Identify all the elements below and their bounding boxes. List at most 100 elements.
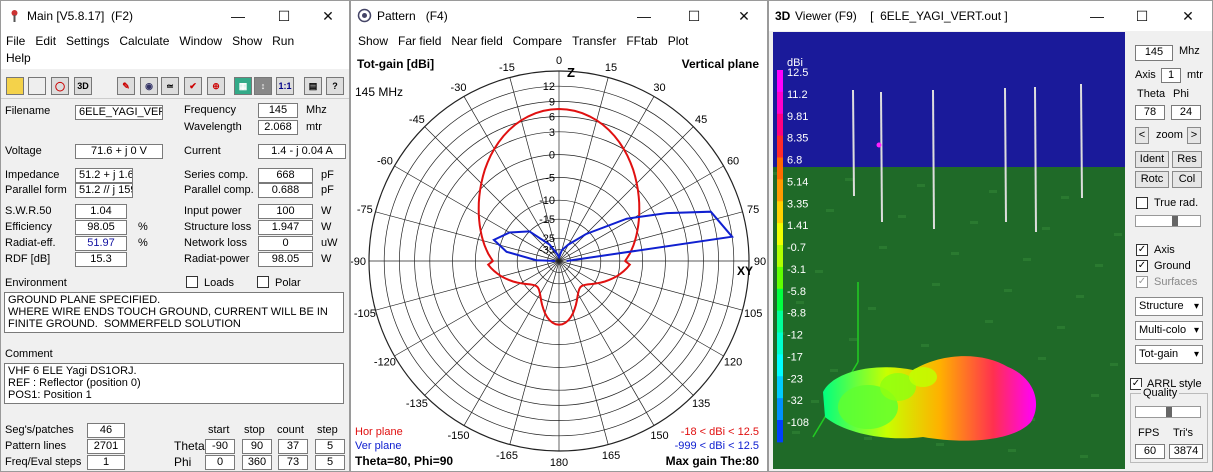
geometry-icon[interactable]: ✔ — [184, 77, 202, 95]
environment-memo[interactable]: GROUND PLANE SPECIFIED. WHERE WIRE ENDS … — [4, 292, 344, 333]
book-icon[interactable]: ▤ — [304, 77, 322, 95]
quality-slider[interactable] — [1135, 406, 1201, 418]
comment-memo[interactable]: VHF 6 ELE Yagi DS1ORJ. REF : Reflector (… — [4, 363, 344, 404]
smith-icon[interactable]: ⊕ — [207, 77, 225, 95]
pmenu-near-field[interactable]: Near field — [451, 34, 503, 48]
pattern-maximize-button[interactable]: ☐ — [687, 8, 701, 24]
radiat-eff-field: 51.97 — [75, 236, 127, 251]
ground-texture — [917, 184, 925, 187]
menu-calculate[interactable]: Calculate — [119, 34, 170, 48]
pattern-title-bar[interactable]: Pattern (F4) — ☐ ✕ — [351, 1, 767, 31]
ground-texture — [1061, 196, 1069, 199]
ground-texture — [796, 301, 804, 304]
edit-icon[interactable]: ✎ — [117, 77, 135, 95]
ground-texture — [951, 252, 959, 255]
antenna-element — [932, 89, 935, 230]
angle-label: -120 — [374, 357, 396, 369]
3d-icon[interactable]: 3D — [74, 77, 92, 95]
zoom-out-button[interactable]: < — [1135, 127, 1149, 144]
res-button[interactable]: Res — [1172, 151, 1202, 168]
radial-label: 12 — [543, 81, 555, 93]
pmenu-compare[interactable]: Compare — [512, 34, 563, 48]
quality-slider-thumb[interactable] — [1166, 407, 1172, 417]
totgain-select[interactable]: Tot-gain — [1135, 345, 1203, 364]
calc-icon[interactable]: ▦ — [234, 77, 252, 95]
pattern-window: Pattern (F4) — ☐ ✕ Show Far field Near fie… — [350, 0, 768, 472]
menu-run[interactable]: Run — [272, 34, 295, 48]
axis-checkbox[interactable]: ✓ — [1136, 244, 1148, 256]
parallel-comp-label: Parallel comp. — [184, 184, 254, 196]
viewer-minimize-button[interactable]: — — [1090, 8, 1104, 24]
loads-checkbox[interactable] — [186, 276, 198, 288]
phi-start-field[interactable]: 0 — [205, 455, 235, 470]
viewer-slider-thumb[interactable] — [1172, 216, 1178, 226]
pmenu-transfer[interactable]: Transfer — [572, 34, 617, 48]
menu-edit[interactable]: Edit — [35, 34, 57, 48]
angle-label: -150 — [447, 430, 469, 442]
ground-checkbox[interactable]: ✓ — [1136, 260, 1148, 272]
pattern-minimize-button[interactable]: — — [637, 8, 651, 24]
polar-checkbox[interactable] — [257, 276, 269, 288]
help-icon[interactable]: ? — [326, 77, 344, 95]
viewer-freq-field[interactable]: 145 — [1135, 45, 1173, 61]
maximize-button[interactable]: ☐ — [277, 8, 291, 24]
ground-texture — [879, 246, 887, 249]
radial-label: -35 — [539, 245, 555, 257]
ground-texture — [1080, 455, 1088, 458]
wire-icon[interactable]: ≃ — [161, 77, 179, 95]
angle-label: 60 — [727, 156, 739, 168]
col-button[interactable]: Col — [1172, 171, 1202, 188]
dimension-icon[interactable]: ↕ — [254, 77, 272, 95]
polar-plot[interactable]: 0153045607590105120135150165180-165-150-… — [351, 53, 768, 469]
theta-start-field[interactable]: -90 — [205, 439, 235, 454]
viewer-axis-field[interactable]: 1 — [1161, 68, 1181, 83]
arrl-checkbox[interactable]: ✓ — [1130, 378, 1142, 390]
menu-window[interactable]: Window — [179, 34, 223, 48]
phi-stop-field[interactable]: 360 — [242, 455, 272, 470]
impedance-label: Impedance — [5, 169, 60, 181]
frequency-field[interactable]: 145 — [258, 103, 298, 118]
viewer-title-bar[interactable]: 3D Viewer (F9) [ 6ELE_YAGI_VERT.out ] — … — [769, 1, 1212, 31]
viewer-theta-field[interactable]: 78 — [1135, 105, 1165, 120]
phi-step-field[interactable]: 5 — [315, 455, 345, 470]
menu-file[interactable]: File — [6, 34, 26, 48]
zoom-in-button[interactable]: > — [1187, 127, 1201, 144]
filename-field[interactable]: 6ELE_YAGI_VER — [75, 105, 163, 120]
pattern-icon[interactable]: ◯ — [51, 77, 69, 95]
theta-step-field[interactable]: 5 — [315, 439, 345, 454]
filename-label: Filename — [5, 105, 51, 117]
close-button[interactable]: ✕ — [322, 8, 334, 24]
menu-settings[interactable]: Settings — [66, 34, 110, 48]
freq-steps-field[interactable]: 1 — [87, 455, 125, 470]
pmenu-plot[interactable]: Plot — [667, 34, 689, 48]
pmenu-fftab[interactable]: FFtab — [626, 34, 658, 48]
viewer-phi-field[interactable]: 24 — [1171, 105, 1201, 120]
menu-show[interactable]: Show — [232, 34, 263, 48]
ratio-icon[interactable]: 1:1 — [276, 77, 294, 95]
open-file-icon[interactable] — [6, 77, 24, 95]
minimize-button[interactable]: — — [231, 8, 245, 24]
theta-count-field[interactable]: 37 — [278, 439, 308, 454]
viewer-maximize-button[interactable]: ☐ — [1135, 8, 1149, 24]
viewer-slider[interactable] — [1135, 215, 1201, 227]
3d-viewport[interactable]: dBi 12.5 11.2 9.81 8.35 6.8 5.14 3.35 1.41 -0.7 -3… — [773, 32, 1125, 469]
surfaces-checkbox[interactable]: ✓ — [1136, 276, 1148, 288]
ident-button[interactable]: Ident — [1135, 151, 1169, 168]
nec-icon[interactable]: ◉ — [140, 77, 158, 95]
scale-swatch — [777, 376, 783, 399]
polar-spoke — [463, 96, 560, 262]
true-rad-checkbox[interactable] — [1136, 197, 1148, 209]
main-title-bar[interactable]: Main [V5.8.17] (F2) — ☐ ✕ — [1, 1, 349, 31]
pmenu-far-field[interactable]: Far field — [398, 34, 442, 48]
viewer-close-button[interactable]: ✕ — [1182, 8, 1194, 24]
pmenu-show[interactable]: Show — [358, 34, 389, 48]
theta-stop-field[interactable]: 90 — [242, 439, 272, 454]
rotc-button[interactable]: Rotc — [1135, 171, 1169, 188]
pattern-close-button[interactable]: ✕ — [738, 8, 750, 24]
phi-count-field[interactable]: 73 — [278, 455, 308, 470]
structure-select[interactable]: Structure — [1135, 297, 1203, 316]
menu-help[interactable]: Help — [6, 51, 31, 65]
input-power-unit: W — [321, 205, 332, 217]
multicolor-select[interactable]: Multi-colo — [1135, 321, 1203, 340]
save-file-icon[interactable] — [28, 77, 46, 95]
